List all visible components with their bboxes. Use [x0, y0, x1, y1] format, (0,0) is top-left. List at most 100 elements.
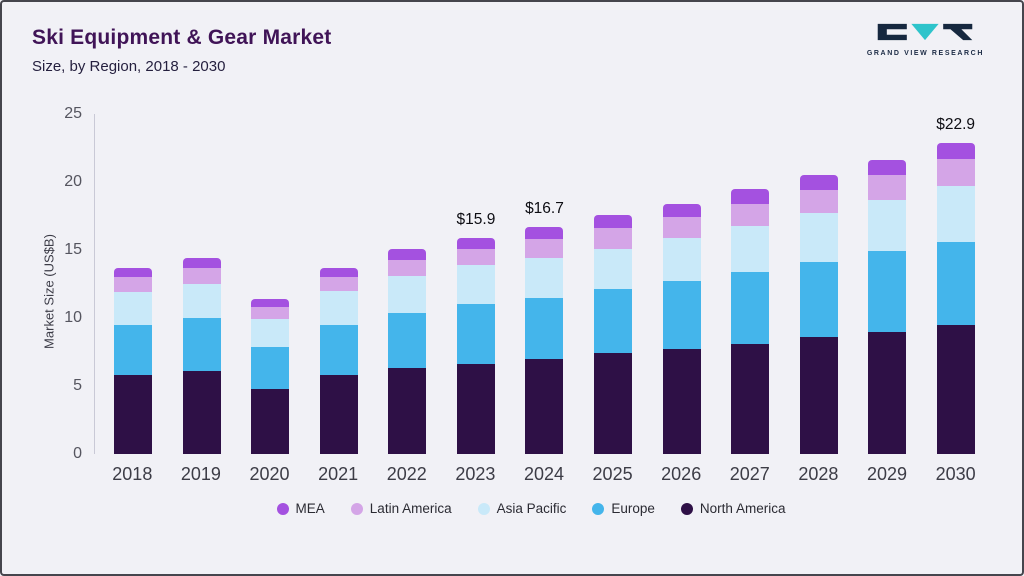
bar-segment-latin-america-2025	[593, 228, 632, 249]
bar-segment-north-america-2027	[731, 343, 770, 454]
page-title: Ski Equipment & Gear Market	[32, 26, 332, 49]
bar-segment-north-america-2030	[936, 324, 975, 454]
bar-segment-mea-2030	[936, 142, 975, 159]
legend-item-north-america: North America	[680, 501, 786, 516]
logo-wordmark: GRAND VIEW RESEARCH	[866, 50, 984, 57]
bar-segment-mea-2018	[114, 267, 153, 278]
bar-segment-latin-america-2030	[936, 158, 975, 187]
chart-area: Market Size (US$B) 0 5 10 15 20 25 $15.9 $16.7…	[28, 105, 994, 516]
legend-item-europe: Europe	[592, 501, 655, 516]
bar-segment-asia-pacific-2020	[251, 319, 290, 347]
legend-dot-icon	[477, 502, 490, 515]
annotation-2023: $15.9	[456, 210, 496, 228]
bar-column-2028	[784, 114, 853, 454]
bar-segment-north-america-2019	[182, 371, 221, 454]
bar-segment-north-america-2023	[456, 364, 495, 454]
gvr-logo-icon	[878, 23, 973, 41]
bar-segment-latin-america-2024	[525, 239, 564, 259]
bar-column-2030: $22.9	[921, 114, 990, 454]
y-tick-25: 25	[64, 105, 82, 122]
bar-segment-europe-2026	[662, 281, 701, 350]
y-axis-title: Market Size (US$B)	[28, 114, 57, 454]
y-tick-0: 0	[73, 445, 82, 462]
x-label-2028: 2028	[798, 464, 839, 484]
legend-label: Europe	[611, 501, 655, 516]
annotation-2030: $22.9	[936, 115, 976, 133]
x-label-2023: 2023	[455, 464, 496, 484]
bar-segment-europe-2025	[593, 289, 632, 354]
bar-column-2020	[236, 114, 305, 454]
x-label-2021: 2021	[318, 464, 359, 484]
bar-segment-europe-2020	[251, 346, 290, 389]
x-label-2022: 2022	[386, 464, 427, 484]
bar-column-2023: $15.9	[442, 114, 511, 454]
bar-segment-north-america-2020	[251, 388, 290, 454]
bar-segment-asia-pacific-2018	[114, 292, 153, 325]
bar-stack-2030	[936, 142, 975, 454]
bar-segment-europe-2018	[114, 324, 153, 376]
x-label-2026: 2026	[661, 464, 702, 484]
bar-segment-north-america-2025	[593, 353, 632, 454]
bar-stack-2026	[662, 203, 701, 454]
bar-column-2021	[305, 114, 374, 454]
bar-stack-2028	[799, 175, 838, 454]
y-axis-ticks: 0 5 10 15 20 25	[50, 105, 94, 462]
x-label-2027: 2027	[729, 464, 770, 484]
x-label-2024: 2024	[523, 464, 564, 484]
bar-segment-europe-2024	[525, 297, 564, 359]
y-tick-5: 5	[73, 377, 82, 394]
bar-column-2029	[853, 114, 922, 454]
bar-segment-north-america-2022	[388, 368, 427, 454]
bar-segment-asia-pacific-2030	[936, 186, 975, 242]
bar-segment-asia-pacific-2027	[731, 225, 770, 272]
bar-segment-north-america-2028	[799, 337, 838, 454]
y-tick-20: 20	[64, 173, 82, 190]
bar-segment-latin-america-2028	[799, 190, 838, 214]
bar-segment-mea-2023	[456, 237, 495, 249]
x-label-2025: 2025	[592, 464, 633, 484]
plot-area: $15.9 $16.7 $22.9	[94, 114, 994, 454]
legend-item-mea: MEA	[276, 501, 325, 516]
bar-stack-2024	[525, 226, 564, 454]
bar-segment-europe-2021	[319, 324, 358, 376]
x-label-2020: 2020	[249, 464, 290, 484]
bar-stack-2020	[251, 299, 290, 454]
bar-segment-mea-2020	[251, 299, 290, 308]
y-tick-10: 10	[64, 309, 82, 326]
grand-view-research-logo: GRAND VIEW RESEARCH	[867, 22, 984, 57]
bar-column-2027	[716, 114, 785, 454]
bar-segment-asia-pacific-2026	[662, 237, 701, 282]
bar-stack-2021	[319, 267, 358, 454]
bar-segment-asia-pacific-2028	[799, 213, 838, 263]
bar-segment-latin-america-2023	[456, 248, 495, 265]
bar-segment-latin-america-2019	[182, 267, 221, 285]
bar-column-2022	[373, 114, 442, 454]
annotation-2024: $16.7	[525, 199, 564, 217]
legend-label: North America	[699, 501, 786, 516]
chart-header: Ski Equipment & Gear Market Size, by Reg…	[32, 26, 331, 75]
x-label-2029: 2029	[866, 464, 908, 484]
legend-label: Latin America	[369, 501, 452, 516]
bar-segment-asia-pacific-2021	[319, 290, 358, 325]
bar-segment-mea-2024	[525, 226, 564, 240]
legend: MEA Latin America Asia Pacific Europe North …	[68, 501, 994, 516]
bar-stack-2025	[593, 214, 632, 454]
bar-segment-north-america-2024	[525, 358, 564, 454]
bar-segment-asia-pacific-2029	[868, 199, 907, 252]
legend-label: MEA	[295, 501, 325, 516]
bar-segment-latin-america-2026	[662, 217, 701, 238]
y-tick-15: 15	[64, 241, 82, 258]
bar-segment-latin-america-2027	[731, 203, 770, 226]
legend-dot-icon	[276, 502, 289, 515]
legend-dot-icon	[592, 502, 605, 515]
page-subtitle: Size, by Region, 2018 - 2030	[32, 58, 226, 75]
legend-item-latin-america: Latin America	[350, 501, 452, 516]
bar-segment-latin-america-2018	[114, 277, 153, 293]
bar-stack-2023	[456, 237, 495, 454]
bar-segment-north-america-2021	[319, 375, 358, 454]
bar-segment-mea-2027	[731, 188, 770, 204]
bar-stack-2022	[388, 248, 427, 454]
bar-segment-latin-america-2022	[388, 259, 427, 276]
x-label-2030: 2030	[935, 464, 976, 484]
